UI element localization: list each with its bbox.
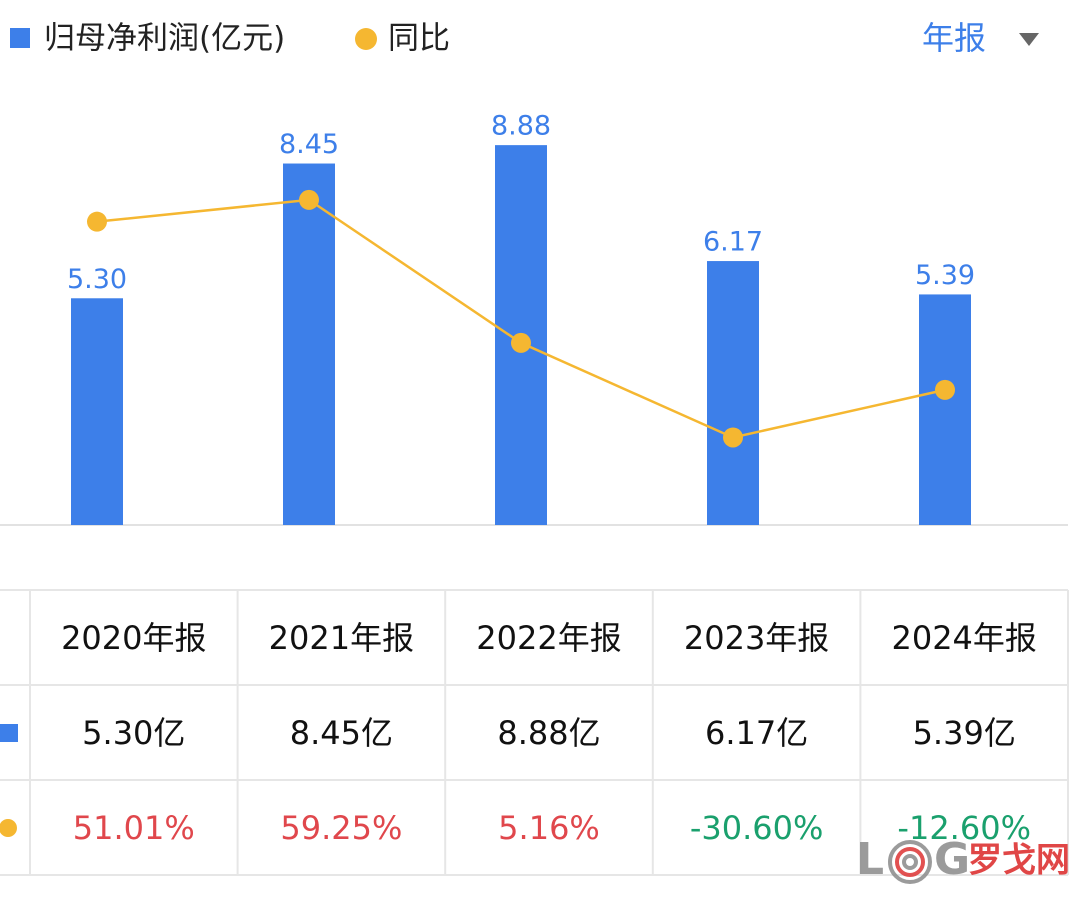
dropdown-label[interactable]: 年报 [922,19,986,57]
table-cell: 5.30亿 [82,714,185,752]
watermark-ring [895,847,925,877]
bar [707,261,759,525]
period-dropdown[interactable]: 年报 [922,19,1039,57]
watermark-text: 罗戈网 [968,841,1070,881]
table-header: 2020年报 [61,619,206,657]
table-cell: 6.17亿 [705,714,808,752]
value-label: 8.45 [279,129,339,160]
line-point [511,332,531,353]
table-header: 2023年报 [684,619,829,657]
table-cell: -12.60% [897,809,1031,847]
line-point [935,379,955,400]
legend-label: 同比 [388,21,450,57]
value-label: 6.17 [703,227,763,258]
table-cell: 8.45亿 [290,714,393,752]
table-cell: -30.60% [690,809,824,847]
table-header: 2021年报 [269,619,414,657]
watermark-ring [902,854,918,870]
watermark-text: L [856,834,884,885]
bar [919,294,971,525]
table-header: 2022年报 [476,619,621,657]
value-label: 8.88 [491,111,551,142]
row-marker-bar [0,724,18,742]
table-cell: 8.88亿 [497,714,600,752]
bar [283,163,335,525]
dropdown-arrow[interactable] [1019,33,1039,46]
table-cell: 59.25% [280,809,402,847]
table-cell: 51.01% [73,809,195,847]
table-header: 2024年报 [891,619,1036,657]
line-point [299,189,319,210]
table-cell: 5.16% [498,809,600,847]
legend-swatch-bar [10,28,30,48]
legend-label: 归母净利润(亿元) [44,21,285,57]
watermark-ring [888,840,932,884]
watermark-text: G [934,834,970,885]
row-marker-line [0,819,17,837]
legend-swatch-line [355,28,377,50]
value-label: 5.30 [67,264,127,295]
line-point [87,211,107,232]
table-cell: 5.39亿 [913,714,1016,752]
bar [71,298,123,525]
value-label: 5.39 [915,260,975,291]
line-point [723,427,743,448]
